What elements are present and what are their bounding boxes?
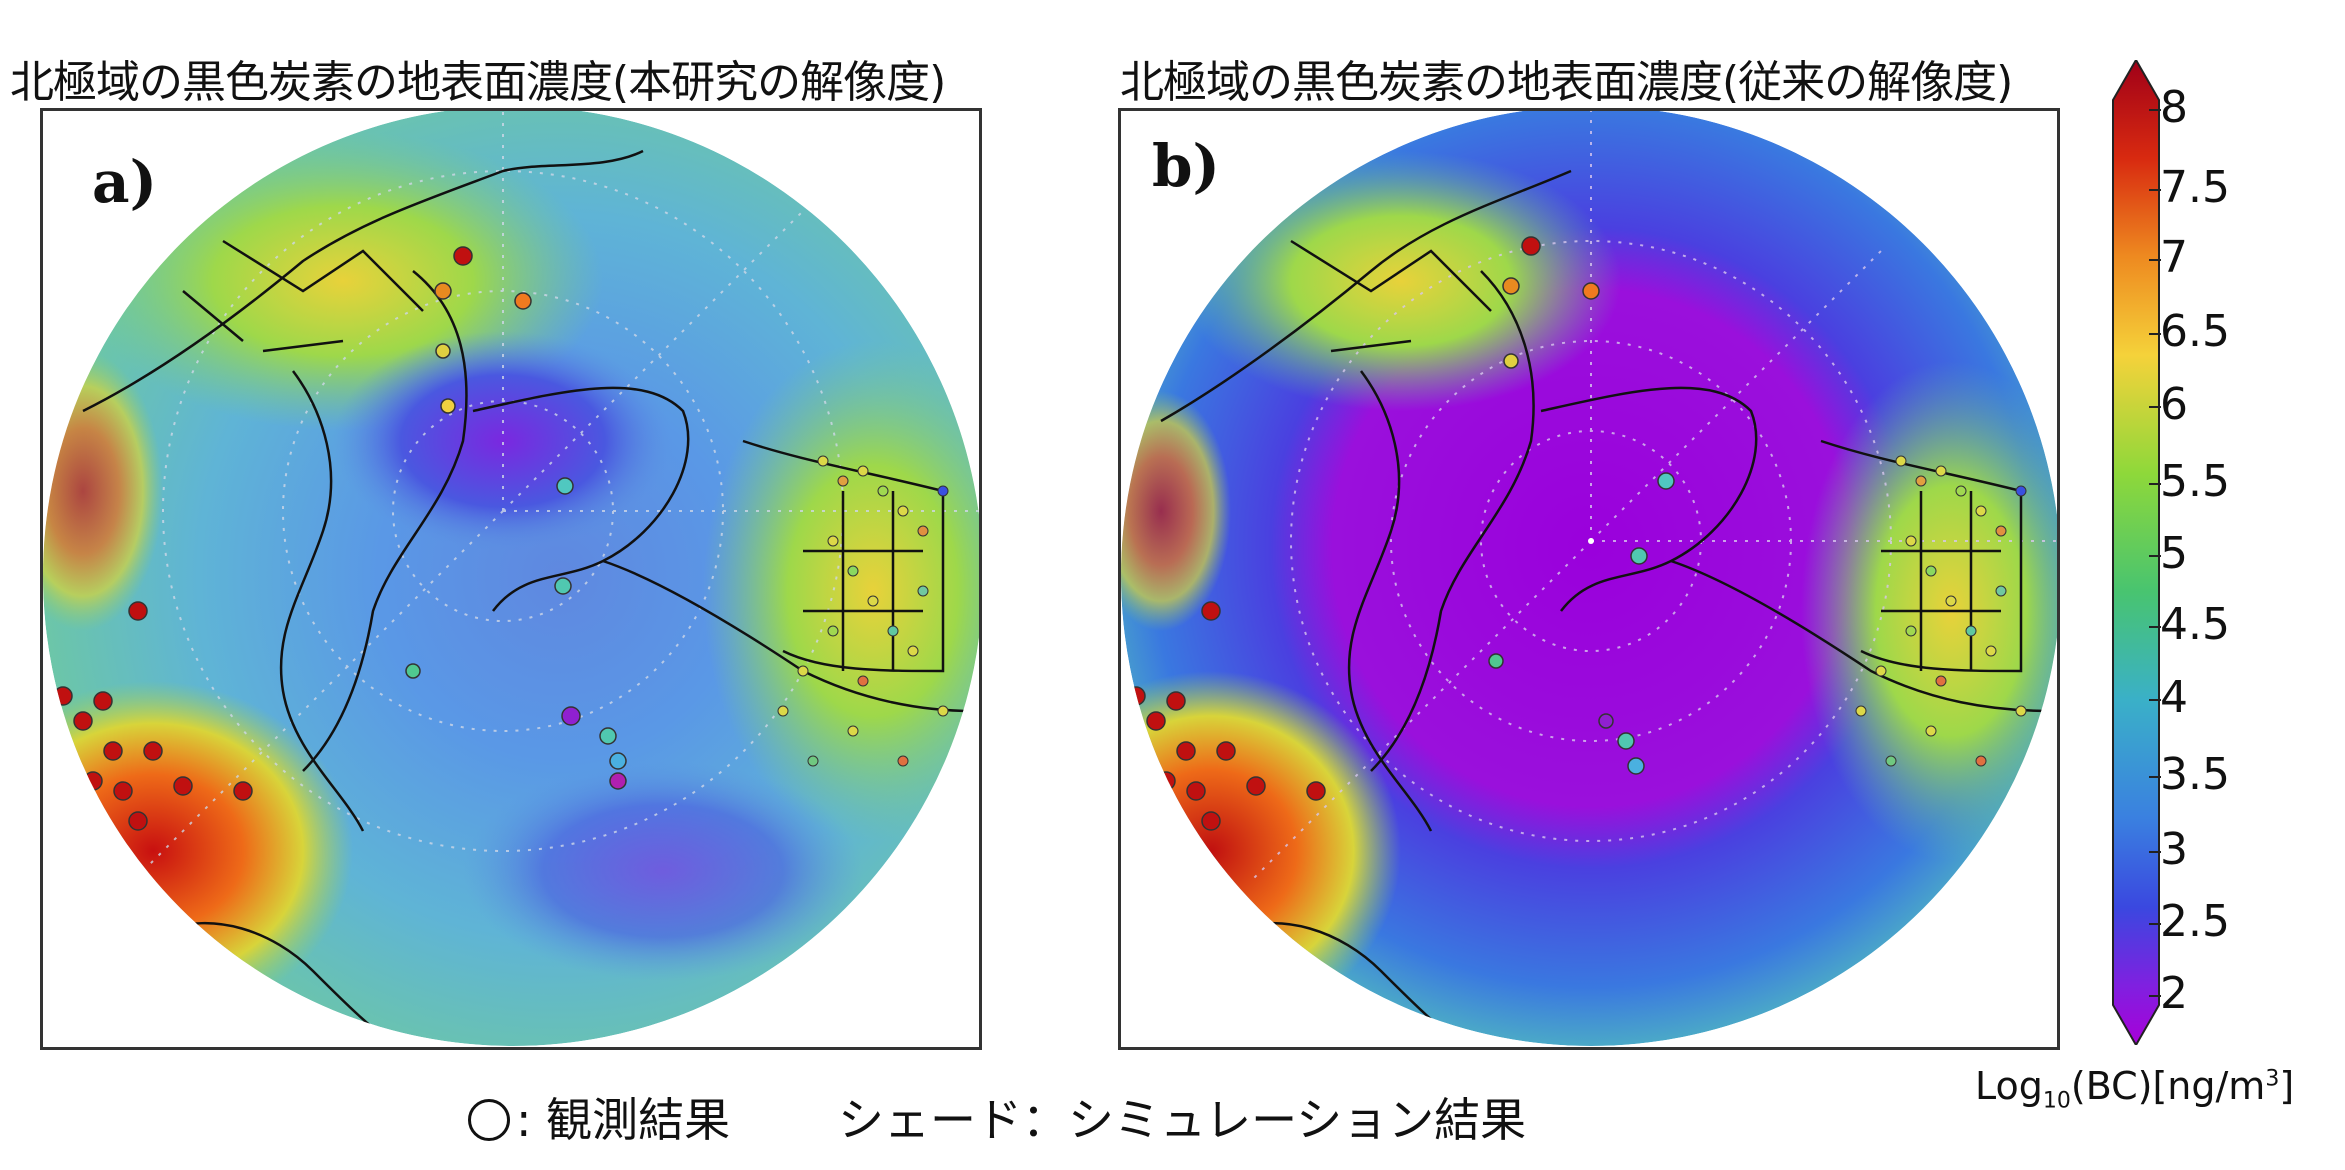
colorbar-tickmark <box>2149 851 2161 853</box>
panel-a-title: 北極域の黒色炭素の地表面濃度(本研究の解像度) <box>10 57 946 108</box>
panel-a-map-graphic <box>43 111 979 1046</box>
panel-a-map <box>40 108 982 1050</box>
colorbar-tickmark <box>2149 259 2161 261</box>
colorbar-tick-label: 6 <box>2160 379 2188 430</box>
legend-simulation: シェード：シミュレーション結果 <box>838 1093 1527 1147</box>
panel-a-label: a) <box>92 148 158 216</box>
colorbar-tick-label: 2.5 <box>2160 896 2230 947</box>
colorbar-tick-label: 5 <box>2160 528 2188 579</box>
colorbar-tick-label: 3.5 <box>2160 749 2230 800</box>
colorbar-unit-label: Log10(BC)[ng/m3] <box>1975 1064 2295 1114</box>
colorbar-tick-label: 7.5 <box>2160 162 2230 213</box>
panel-b-title: 北極域の黒色炭素の地表面濃度(従来の解像度) <box>1120 57 2013 108</box>
colorbar-tickmark <box>2149 699 2161 701</box>
colorbar-tickmark <box>2149 406 2161 408</box>
colorbar-tickmark <box>2149 109 2161 111</box>
colorbar-tick-label: 4 <box>2160 672 2188 723</box>
colorbar-tickmark <box>2149 626 2161 628</box>
colorbar-tickmark <box>2149 995 2161 997</box>
colorbar-tickmark <box>2149 555 2161 557</box>
colorbar-tick-label: 2 <box>2160 968 2188 1019</box>
colorbar-tick-label: 6.5 <box>2160 306 2230 357</box>
colorbar-tick-label: 4.5 <box>2160 599 2230 650</box>
colorbar-tickmark <box>2149 333 2161 335</box>
legend-observation: : 観測結果 <box>468 1084 730 1150</box>
observation-circle-icon <box>468 1099 510 1141</box>
colorbar <box>2112 60 2160 1045</box>
colorbar-tickmark <box>2149 923 2161 925</box>
panel-b-map-graphic <box>1121 111 2057 1046</box>
colorbar-tick-label: 5.5 <box>2160 456 2230 507</box>
colorbar-tickmark <box>2149 189 2161 191</box>
colorbar-tick-label: 3 <box>2160 824 2188 875</box>
colorbar-tick-label: 8 <box>2160 82 2188 133</box>
colorbar-tick-label: 7 <box>2160 232 2188 283</box>
legend-observation-text: : 観測結果 <box>516 1093 731 1147</box>
colorbar-tickmark <box>2149 776 2161 778</box>
panel-b-map <box>1118 108 2060 1050</box>
panel-b-label: b) <box>1152 132 1220 200</box>
colorbar-tickmark <box>2149 483 2161 485</box>
